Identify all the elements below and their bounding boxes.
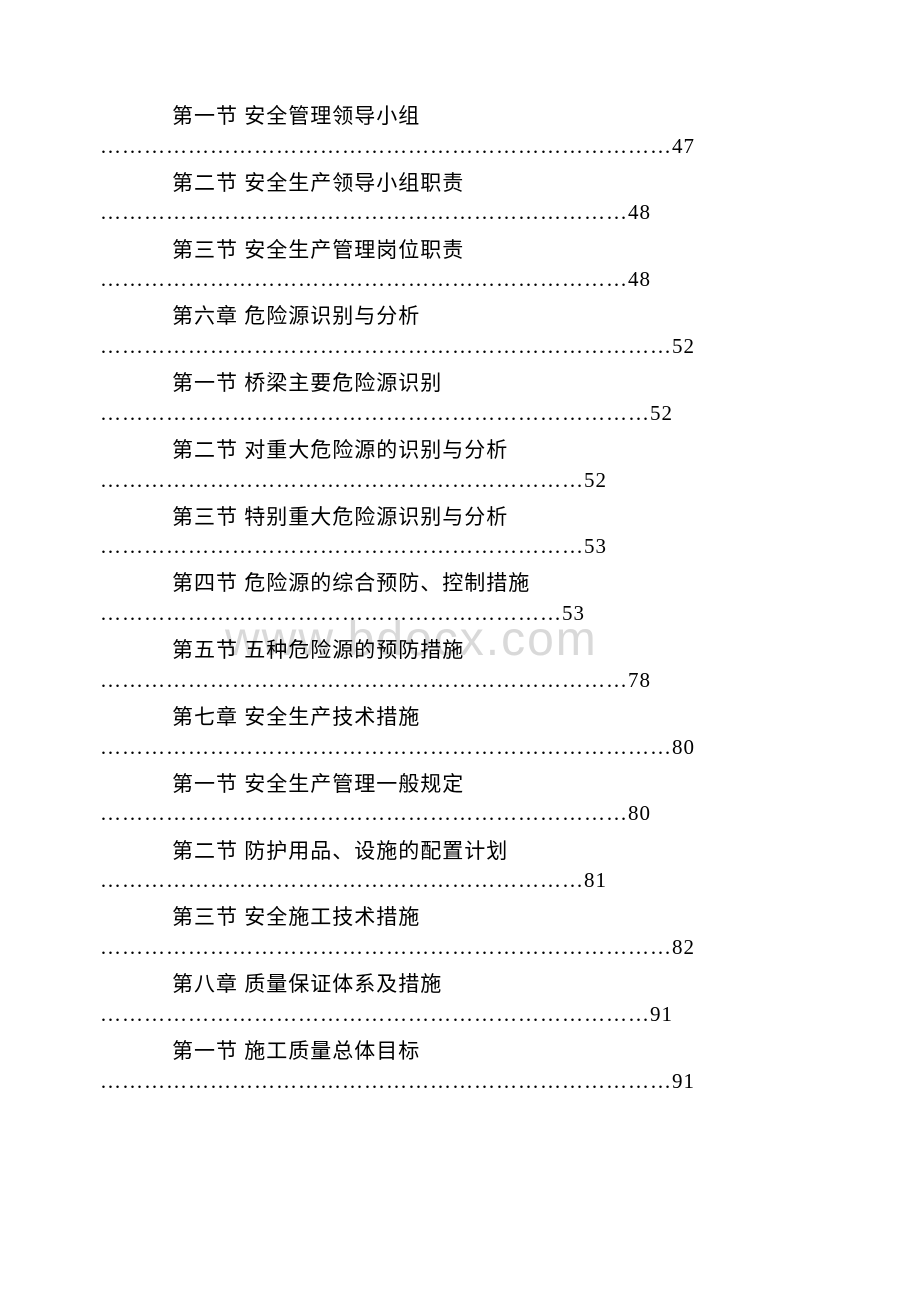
toc-page-number: 82 bbox=[672, 935, 695, 959]
toc-entry-title: 第一节 桥梁主要危险源识别 bbox=[100, 367, 820, 401]
toc-entry: 第一节 安全管理领导小组……………………………………………………………………47 bbox=[100, 100, 820, 159]
toc-entry-dots-page: ……………………………………………………………………82 bbox=[100, 935, 820, 960]
toc-dots: ……………………………………………………………… bbox=[100, 668, 628, 692]
toc-entry-title: 第五节 五种危险源的预防措施 bbox=[100, 634, 820, 668]
toc-entry-dots-page: …………………………………………………………81 bbox=[100, 868, 820, 893]
toc-entry-title: 第一节 安全管理领导小组 bbox=[100, 100, 820, 134]
toc-entry: 第一节 安全生产管理一般规定………………………………………………………………80 bbox=[100, 768, 820, 827]
toc-entry-dots-page: ………………………………………………………………78 bbox=[100, 668, 820, 693]
toc-page-number: 47 bbox=[672, 134, 695, 158]
toc-entry-title: 第四节 危险源的综合预防、控制措施 bbox=[100, 567, 820, 601]
toc-dots: ……………………………………………………………… bbox=[100, 801, 628, 825]
toc-entry-title: 第一节 施工质量总体目标 bbox=[100, 1035, 820, 1069]
toc-entry-dots-page: …………………………………………………………52 bbox=[100, 468, 820, 493]
toc-entry: 第二节 防护用品、设施的配置计划…………………………………………………………81 bbox=[100, 835, 820, 894]
toc-entry-title: 第二节 安全生产领导小组职责 bbox=[100, 167, 820, 201]
toc-page-number: 78 bbox=[628, 668, 651, 692]
toc-dots: …………………………………………………………………… bbox=[100, 735, 672, 759]
toc-entry-dots-page: …………………………………………………………………91 bbox=[100, 1002, 820, 1027]
toc-dots: …………………………………………………………………… bbox=[100, 935, 672, 959]
toc-page-number: 91 bbox=[672, 1069, 695, 1093]
toc-page-number: 80 bbox=[628, 801, 651, 825]
toc-entry-title: 第三节 安全施工技术措施 bbox=[100, 901, 820, 935]
toc-dots: ………………………………………………………… bbox=[100, 468, 584, 492]
toc-entry-title: 第三节 特别重大危险源识别与分析 bbox=[100, 501, 820, 535]
toc-dots: ……………………………………………………………… bbox=[100, 267, 628, 291]
toc-entry-title: 第二节 对重大危险源的识别与分析 bbox=[100, 434, 820, 468]
toc-dots: ………………………………………………………… bbox=[100, 868, 584, 892]
toc-entry-title: 第七章 安全生产技术措施 bbox=[100, 701, 820, 735]
toc-dots: ……………………………………………………………… bbox=[100, 200, 628, 224]
toc-entry: 第六章 危险源识别与分析……………………………………………………………………52 bbox=[100, 300, 820, 359]
toc-page-number: 52 bbox=[672, 334, 695, 358]
toc-entry: 第四节 危险源的综合预防、控制措施………………………………………………………53 bbox=[100, 567, 820, 626]
toc-page-number: 48 bbox=[628, 200, 651, 224]
toc-dots: ……………………………………………………… bbox=[100, 601, 562, 625]
toc-entry: 第三节 特别重大危险源识别与分析…………………………………………………………53 bbox=[100, 501, 820, 560]
toc-entry: 第二节 安全生产领导小组职责………………………………………………………………48 bbox=[100, 167, 820, 226]
toc-dots: ………………………………………………………… bbox=[100, 534, 584, 558]
toc-entry-title: 第二节 防护用品、设施的配置计划 bbox=[100, 835, 820, 869]
toc-entry-dots-page: ……………………………………………………………………47 bbox=[100, 134, 820, 159]
toc-page-number: 53 bbox=[584, 534, 607, 558]
toc-dots: …………………………………………………………………… bbox=[100, 334, 672, 358]
toc-page-number: 80 bbox=[672, 735, 695, 759]
toc-dots: ………………………………………………………………… bbox=[100, 401, 650, 425]
toc-entry-dots-page: ……………………………………………………………………52 bbox=[100, 334, 820, 359]
toc-dots: …………………………………………………………………… bbox=[100, 1069, 672, 1093]
toc-page-number: 52 bbox=[650, 401, 673, 425]
toc-container: 第一节 安全管理领导小组……………………………………………………………………47… bbox=[100, 100, 820, 1094]
toc-entry: 第七章 安全生产技术措施……………………………………………………………………80 bbox=[100, 701, 820, 760]
toc-entry-dots-page: ………………………………………………………53 bbox=[100, 601, 820, 626]
toc-entry: 第五节 五种危险源的预防措施………………………………………………………………78 bbox=[100, 634, 820, 693]
toc-entry-title: 第一节 安全生产管理一般规定 bbox=[100, 768, 820, 802]
toc-page-number: 48 bbox=[628, 267, 651, 291]
toc-entry: 第八章 质量保证体系及措施…………………………………………………………………91 bbox=[100, 968, 820, 1027]
toc-entry-title: 第八章 质量保证体系及措施 bbox=[100, 968, 820, 1002]
toc-page-number: 52 bbox=[584, 468, 607, 492]
toc-entry-dots-page: ……………………………………………………………………80 bbox=[100, 735, 820, 760]
toc-entry: 第三节 安全施工技术措施……………………………………………………………………82 bbox=[100, 901, 820, 960]
toc-entry-dots-page: …………………………………………………………………52 bbox=[100, 401, 820, 426]
toc-entry-title: 第三节 安全生产管理岗位职责 bbox=[100, 234, 820, 268]
toc-entry-dots-page: ………………………………………………………………48 bbox=[100, 200, 820, 225]
toc-page-number: 53 bbox=[562, 601, 585, 625]
toc-dots: ………………………………………………………………… bbox=[100, 1002, 650, 1026]
toc-entry-title: 第六章 危险源识别与分析 bbox=[100, 300, 820, 334]
toc-entry-dots-page: ……………………………………………………………………91 bbox=[100, 1069, 820, 1094]
toc-entry-dots-page: …………………………………………………………53 bbox=[100, 534, 820, 559]
toc-page-number: 91 bbox=[650, 1002, 673, 1026]
toc-entry: 第二节 对重大危险源的识别与分析…………………………………………………………52 bbox=[100, 434, 820, 493]
toc-dots: …………………………………………………………………… bbox=[100, 134, 672, 158]
toc-content: 第一节 安全管理领导小组……………………………………………………………………47… bbox=[100, 100, 820, 1094]
toc-entry: 第三节 安全生产管理岗位职责………………………………………………………………48 bbox=[100, 234, 820, 293]
toc-entry-dots-page: ………………………………………………………………48 bbox=[100, 267, 820, 292]
toc-page-number: 81 bbox=[584, 868, 607, 892]
toc-entry: 第一节 施工质量总体目标……………………………………………………………………91 bbox=[100, 1035, 820, 1094]
toc-entry-dots-page: ………………………………………………………………80 bbox=[100, 801, 820, 826]
toc-entry: 第一节 桥梁主要危险源识别…………………………………………………………………52 bbox=[100, 367, 820, 426]
